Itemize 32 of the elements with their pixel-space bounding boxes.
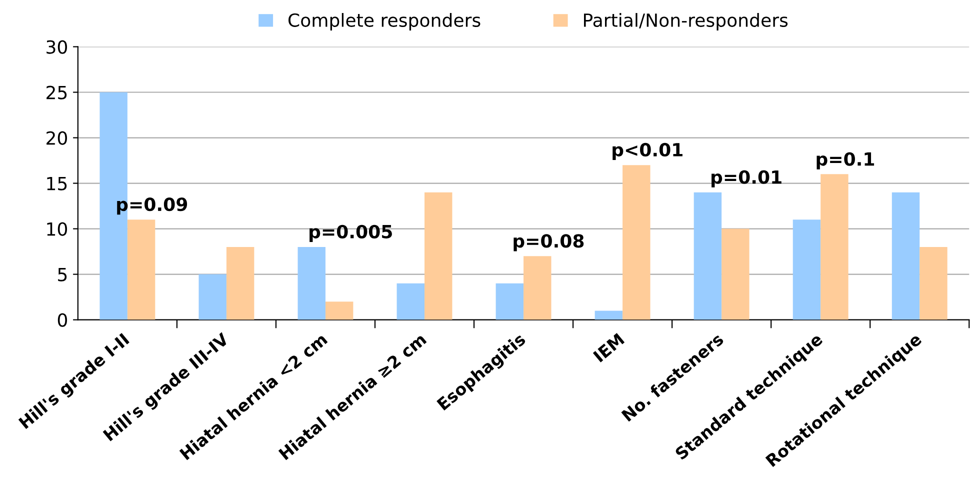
legend-label: Partial/Non-responders [584,13,788,30]
bar [792,220,821,320]
y-tick-label: 20 [46,131,67,145]
y-tick-label: 30 [46,40,67,54]
bar [820,174,848,320]
bar [396,283,424,320]
y-tick-label: 10 [47,222,67,236]
bar [298,246,326,320]
bar [694,192,722,320]
bar [198,274,226,320]
annotation: p=0.01 [712,170,782,188]
bar [424,192,452,320]
annotation: p=0.005 [310,224,392,242]
bar [892,192,920,320]
y-tick-label: 0 [58,313,67,327]
bar [226,246,254,320]
bar [622,165,650,320]
annotation: p=0.09 [117,198,188,215]
annotation: p=0.08 [514,234,584,252]
bar [920,246,948,320]
bar [325,302,354,320]
y-tick-label: 25 [46,86,67,100]
y-tick-label: 5 [58,268,67,282]
bar [496,283,524,320]
annotation: p<0.01 [612,142,682,160]
bar [594,310,623,320]
bar [127,220,156,320]
y-tick-label: 15 [47,176,67,190]
annotation: p=0.1 [816,152,874,170]
bar [722,228,750,320]
bar [524,256,552,320]
legend-label: Complete responders [288,13,480,30]
